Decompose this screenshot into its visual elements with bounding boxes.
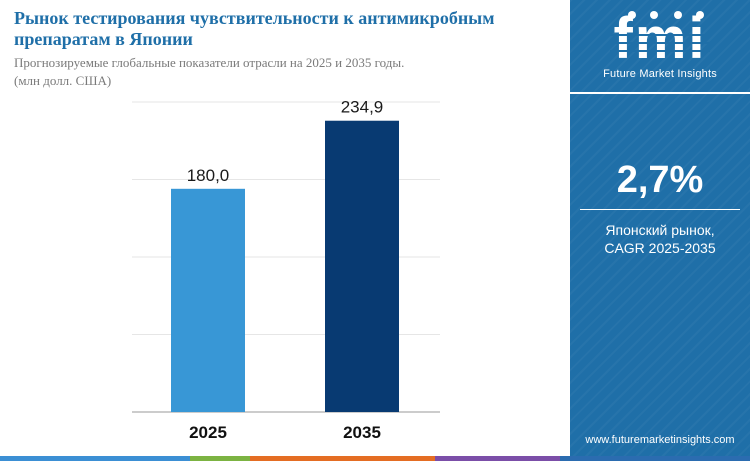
- logo-caption: Future Market Insights: [603, 68, 717, 80]
- cagr-rule: [580, 209, 740, 210]
- chart-title: Рынок тестирования чувствительности к ан…: [14, 8, 495, 49]
- info-panel: fmi Future Market Insights 2,7% Японский…: [570, 0, 750, 461]
- category-label-2025: 2025: [189, 423, 227, 442]
- value-label-2025: 180,0: [187, 166, 230, 185]
- footer-segment: [560, 456, 750, 461]
- chart-subtitle: Прогнозируемые глобальные показатели отр…: [14, 55, 405, 70]
- cagr-label: Японский рынок, CAGR 2025-2035: [570, 221, 750, 257]
- bar-2035: [325, 120, 399, 412]
- cagr-value: 2,7%: [616, 159, 704, 201]
- value-labels: 180,0 234,9: [187, 98, 384, 185]
- logo-icons: [628, 11, 704, 19]
- fmi-logo-mark: fmi: [610, 6, 710, 71]
- footer-segment: [0, 456, 190, 461]
- panel-divider: [570, 92, 750, 94]
- category-label-2035: 2035: [343, 423, 381, 442]
- category-labels: 2025 2035: [189, 423, 381, 442]
- footer-color-bar: [0, 456, 750, 461]
- website-link[interactable]: www.futuremarketinsights.com: [585, 434, 735, 446]
- chart-header: Рынок тестирования чувствительности к ан…: [14, 8, 559, 90]
- cagr-label-line2: CAGR 2025-2035: [604, 240, 716, 256]
- footer-segment: [435, 456, 560, 461]
- cagr-label-line1: Японский рынок,: [605, 222, 715, 238]
- chart-unit: (млн долл. США): [14, 73, 112, 88]
- footer-segment: [190, 456, 250, 461]
- value-label-2035: 234,9: [341, 98, 384, 117]
- bars: [171, 120, 399, 412]
- footer-segment: [250, 456, 435, 461]
- bar-2025: [171, 188, 245, 412]
- bar-chart: 180,0 234,9 2025 2035: [132, 98, 440, 442]
- fmi-logo: fmi Future Market Insights: [592, 6, 728, 84]
- logo-glyph-details: [610, 34, 710, 52]
